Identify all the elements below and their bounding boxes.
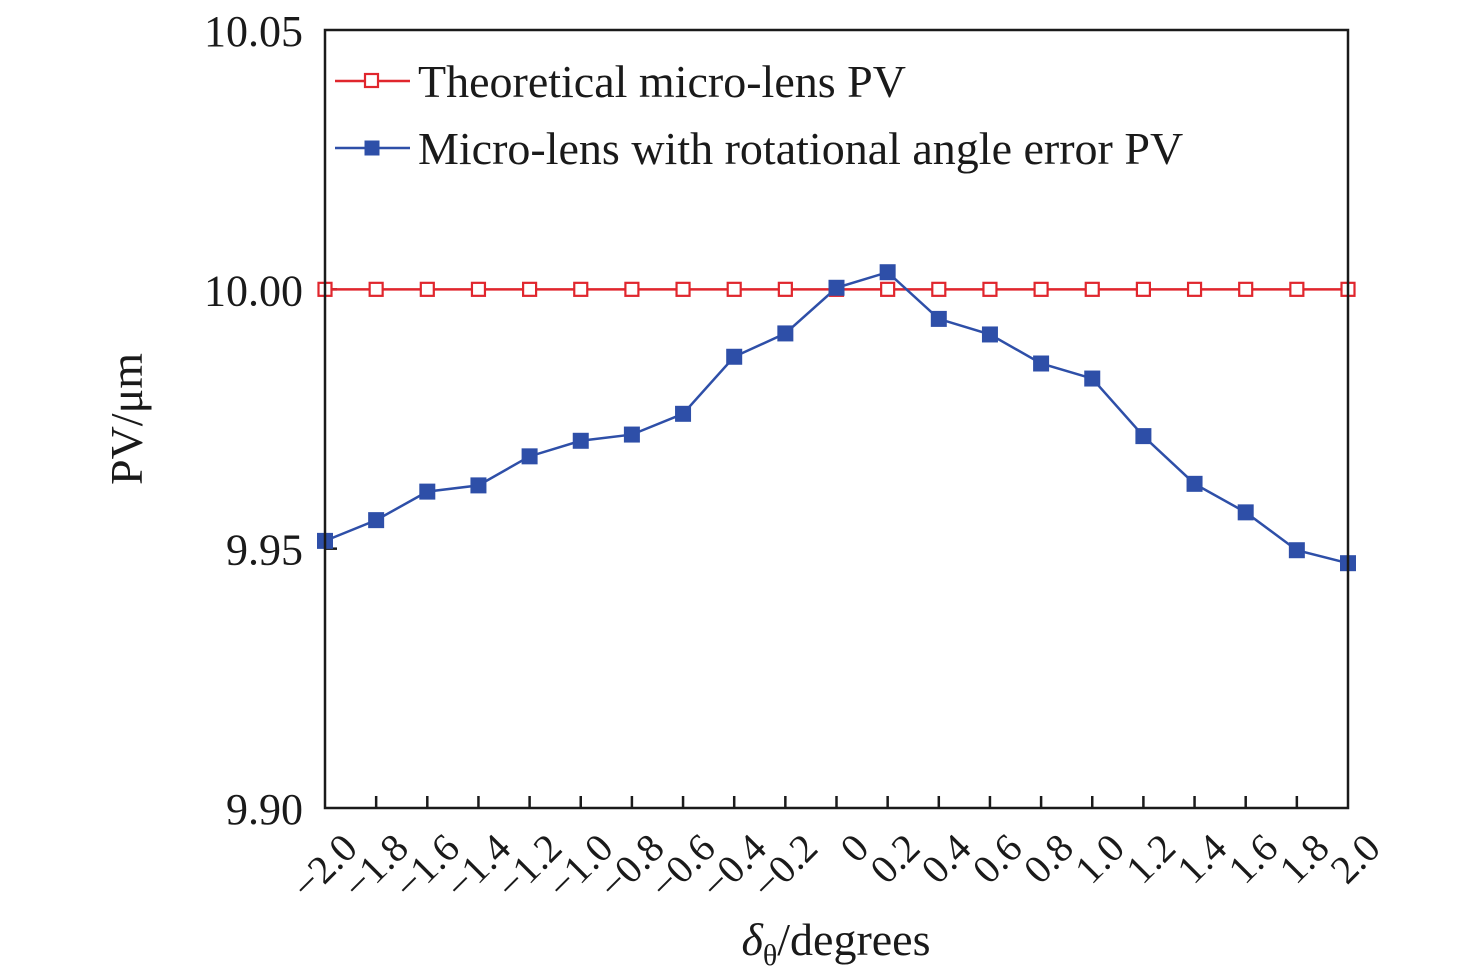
data-point (368, 281, 384, 297)
data-point (1237, 504, 1254, 521)
series-line-1 (324, 270, 1349, 565)
data-point (521, 281, 538, 297)
x-axis-label: δθ/degrees (741, 914, 930, 972)
data-point (981, 326, 998, 343)
legend-marker-theoretical (363, 72, 380, 89)
data-point (419, 483, 436, 500)
data-point (1084, 370, 1101, 387)
data-point (675, 405, 692, 422)
data-point (419, 281, 435, 297)
data-point (1238, 281, 1254, 297)
data-point (624, 281, 640, 297)
series-layer (317, 264, 1356, 572)
y-tick-label: 10.00 (204, 266, 303, 315)
x-ticks: −2.0−1.8−1.6−1.4−1.2−1.0−0.8−0.6−0.4−0.2… (283, 796, 1389, 908)
data-point (726, 348, 743, 365)
data-point (880, 281, 896, 297)
data-point (521, 448, 538, 465)
data-point (777, 281, 793, 297)
data-point (573, 281, 589, 297)
data-point (930, 310, 947, 327)
y-tick-label: 10.05 (204, 7, 303, 56)
data-point (726, 281, 742, 297)
legend: Theoretical micro-lens PV Micro-lens wit… (335, 56, 1183, 174)
data-point (931, 281, 947, 297)
data-point (675, 281, 691, 297)
data-point (828, 279, 845, 296)
y-tick-label: 9.90 (226, 785, 303, 834)
data-point (777, 325, 794, 342)
data-point (368, 512, 385, 529)
y-axis-label: PV/μm (101, 353, 152, 485)
data-point (1033, 355, 1050, 372)
data-point (1033, 281, 1049, 297)
data-point (470, 281, 487, 297)
legend-label-theoretical: Theoretical micro-lens PV (418, 56, 906, 107)
data-point (982, 281, 998, 297)
data-point (1135, 428, 1152, 445)
y-ticks: 9.90 9.95 10.00 10.05 (204, 7, 337, 834)
y-tick-label: 9.95 (226, 526, 303, 575)
x-axis-label-rest: /degrees (777, 914, 930, 965)
data-point (1135, 281, 1152, 297)
data-point (572, 432, 589, 449)
data-point (1186, 281, 1203, 297)
data-point (1288, 542, 1305, 559)
legend-label-rotational: Micro-lens with rotational angle error P… (418, 123, 1183, 174)
data-point (1084, 281, 1100, 297)
x-tick-label: 2.0 (1322, 825, 1389, 892)
x-axis-label-subscript: θ (763, 939, 777, 972)
data-point (1186, 475, 1203, 492)
legend-marker-rotational (364, 140, 380, 156)
data-point (1289, 281, 1305, 297)
plot-frame (323, 28, 1350, 810)
data-point (879, 264, 896, 281)
x-axis-label-symbol: δ (741, 914, 763, 965)
data-point (623, 426, 640, 443)
data-point (470, 477, 487, 494)
